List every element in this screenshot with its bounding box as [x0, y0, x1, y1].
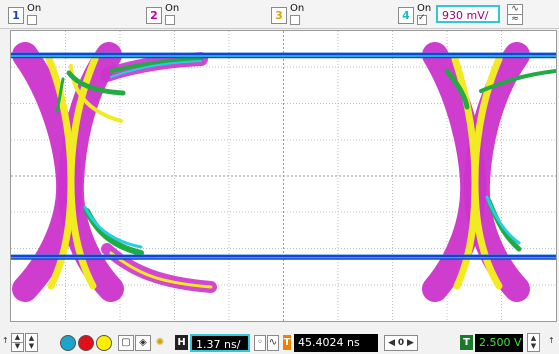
graticule-axes — [11, 31, 556, 321]
dot-blue-icon[interactable] — [60, 335, 76, 351]
trigger-label: T — [460, 335, 473, 350]
channel-4-number[interactable]: 4 — [398, 7, 414, 24]
channel-4-scale-field[interactable]: 930 mV/ — [436, 5, 500, 23]
trigger-spin[interactable]: ▲ ▼ — [527, 333, 540, 352]
channel-4-checkbox[interactable] — [417, 12, 427, 25]
channel-1-checkbox[interactable] — [27, 15, 37, 25]
channel-1-number[interactable]: 1 — [8, 7, 24, 24]
channel-2-checkbox[interactable] — [165, 15, 175, 25]
eye-crossing-right — [422, 42, 556, 302]
display-icon[interactable]: ▢ — [118, 335, 134, 351]
layers-icon[interactable]: ◈ — [135, 335, 151, 351]
eye-top-rail — [11, 52, 556, 82]
nav-value: 0 — [397, 338, 405, 348]
timebase-fine-icon[interactable]: ◦ — [254, 335, 266, 351]
channel-2-number[interactable]: 2 — [146, 7, 162, 24]
eye-diagram — [11, 31, 556, 321]
timebase-label: H — [175, 335, 188, 350]
timebase-field[interactable]: 1.37 ns/ — [190, 334, 250, 352]
eye-bottom-rail — [11, 243, 556, 293]
eye-crossing-left — [12, 42, 144, 302]
delay-label: T — [283, 335, 291, 350]
right-marker-icon: ↑ — [548, 336, 555, 345]
trigger-level-field[interactable]: 2.500 V — [475, 334, 523, 352]
channel-4-state: On — [417, 3, 432, 14]
left-marker-icon: ↑ — [2, 336, 9, 345]
channel-3-checkbox[interactable] — [290, 15, 300, 25]
dot-yellow-icon[interactable] — [96, 335, 112, 351]
nav-next-icon[interactable]: ▶ — [407, 338, 414, 348]
vertical-spin-pair[interactable]: ▲ ▼ — [25, 333, 38, 352]
dot-red-icon[interactable] — [78, 335, 94, 351]
channel-2-state: On — [165, 3, 180, 14]
channel-bar: 1 On 2 On 3 On 4 On 930 mV/ ∿ ≈ — [0, 0, 559, 29]
wave-ac-icon-2[interactable]: ∿ — [267, 335, 279, 351]
channel-3-state: On — [290, 3, 305, 14]
vertical-down-spin[interactable]: ▼ — [11, 342, 24, 352]
channel-1-state: On — [27, 3, 42, 14]
delay-field[interactable]: 45.4024 ns — [294, 334, 378, 352]
brightness-icon[interactable]: ✺ — [155, 337, 165, 348]
delay-navigator[interactable]: ◀ 0 ▶ — [384, 335, 418, 351]
nav-prev-icon[interactable]: ◀ — [388, 338, 395, 348]
wave-dc-icon[interactable]: ≈ — [507, 14, 523, 25]
waveform-display[interactable] — [10, 30, 557, 322]
bottom-toolbar: ↑ ▲ ▼ ▲ ▼ ▢ ◈ ✺ H 1.37 ns/ ◦ ∿ T 45.4024 … — [0, 330, 559, 354]
channel-3-number[interactable]: 3 — [271, 7, 287, 24]
